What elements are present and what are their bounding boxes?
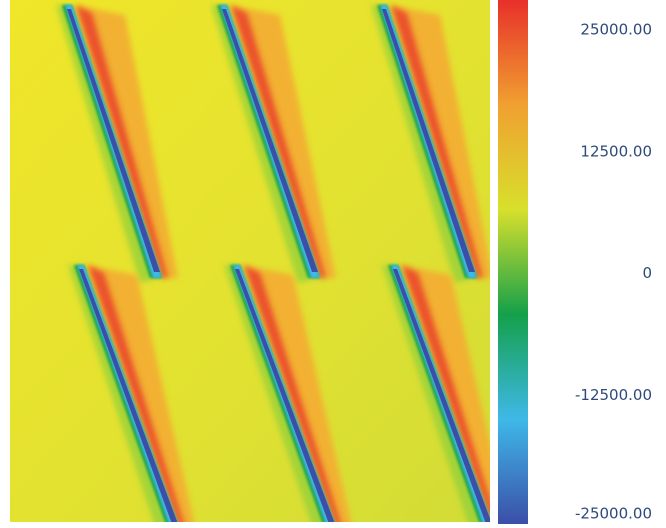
blue-core — [382, 9, 475, 272]
red-band — [231, 5, 326, 278]
red-band — [244, 265, 341, 522]
colorbar-tick-label: 0 — [642, 264, 652, 282]
colorbar-tick-label: -25000.00 — [575, 505, 652, 523]
orange-band — [400, 265, 490, 519]
colorbar-tick-label: -12500.00 — [575, 386, 652, 404]
red-band — [88, 265, 184, 522]
blue-core — [235, 269, 335, 522]
colorbar-scale — [498, 0, 528, 524]
contour-field — [10, 0, 490, 522]
blue-core — [67, 9, 160, 272]
colorbar-tick-label: 12500.00 — [580, 142, 652, 160]
blue-core — [79, 269, 178, 522]
red-band — [402, 265, 490, 519]
colorbar: 25000.00 12500.00 0 -12500.00 -25000.00 — [498, 0, 652, 524]
blue-core — [393, 269, 490, 522]
red-band — [76, 5, 168, 278]
blue-core — [222, 9, 318, 272]
red-band — [391, 5, 483, 278]
colorbar-tick-label: 25000.00 — [580, 21, 652, 39]
